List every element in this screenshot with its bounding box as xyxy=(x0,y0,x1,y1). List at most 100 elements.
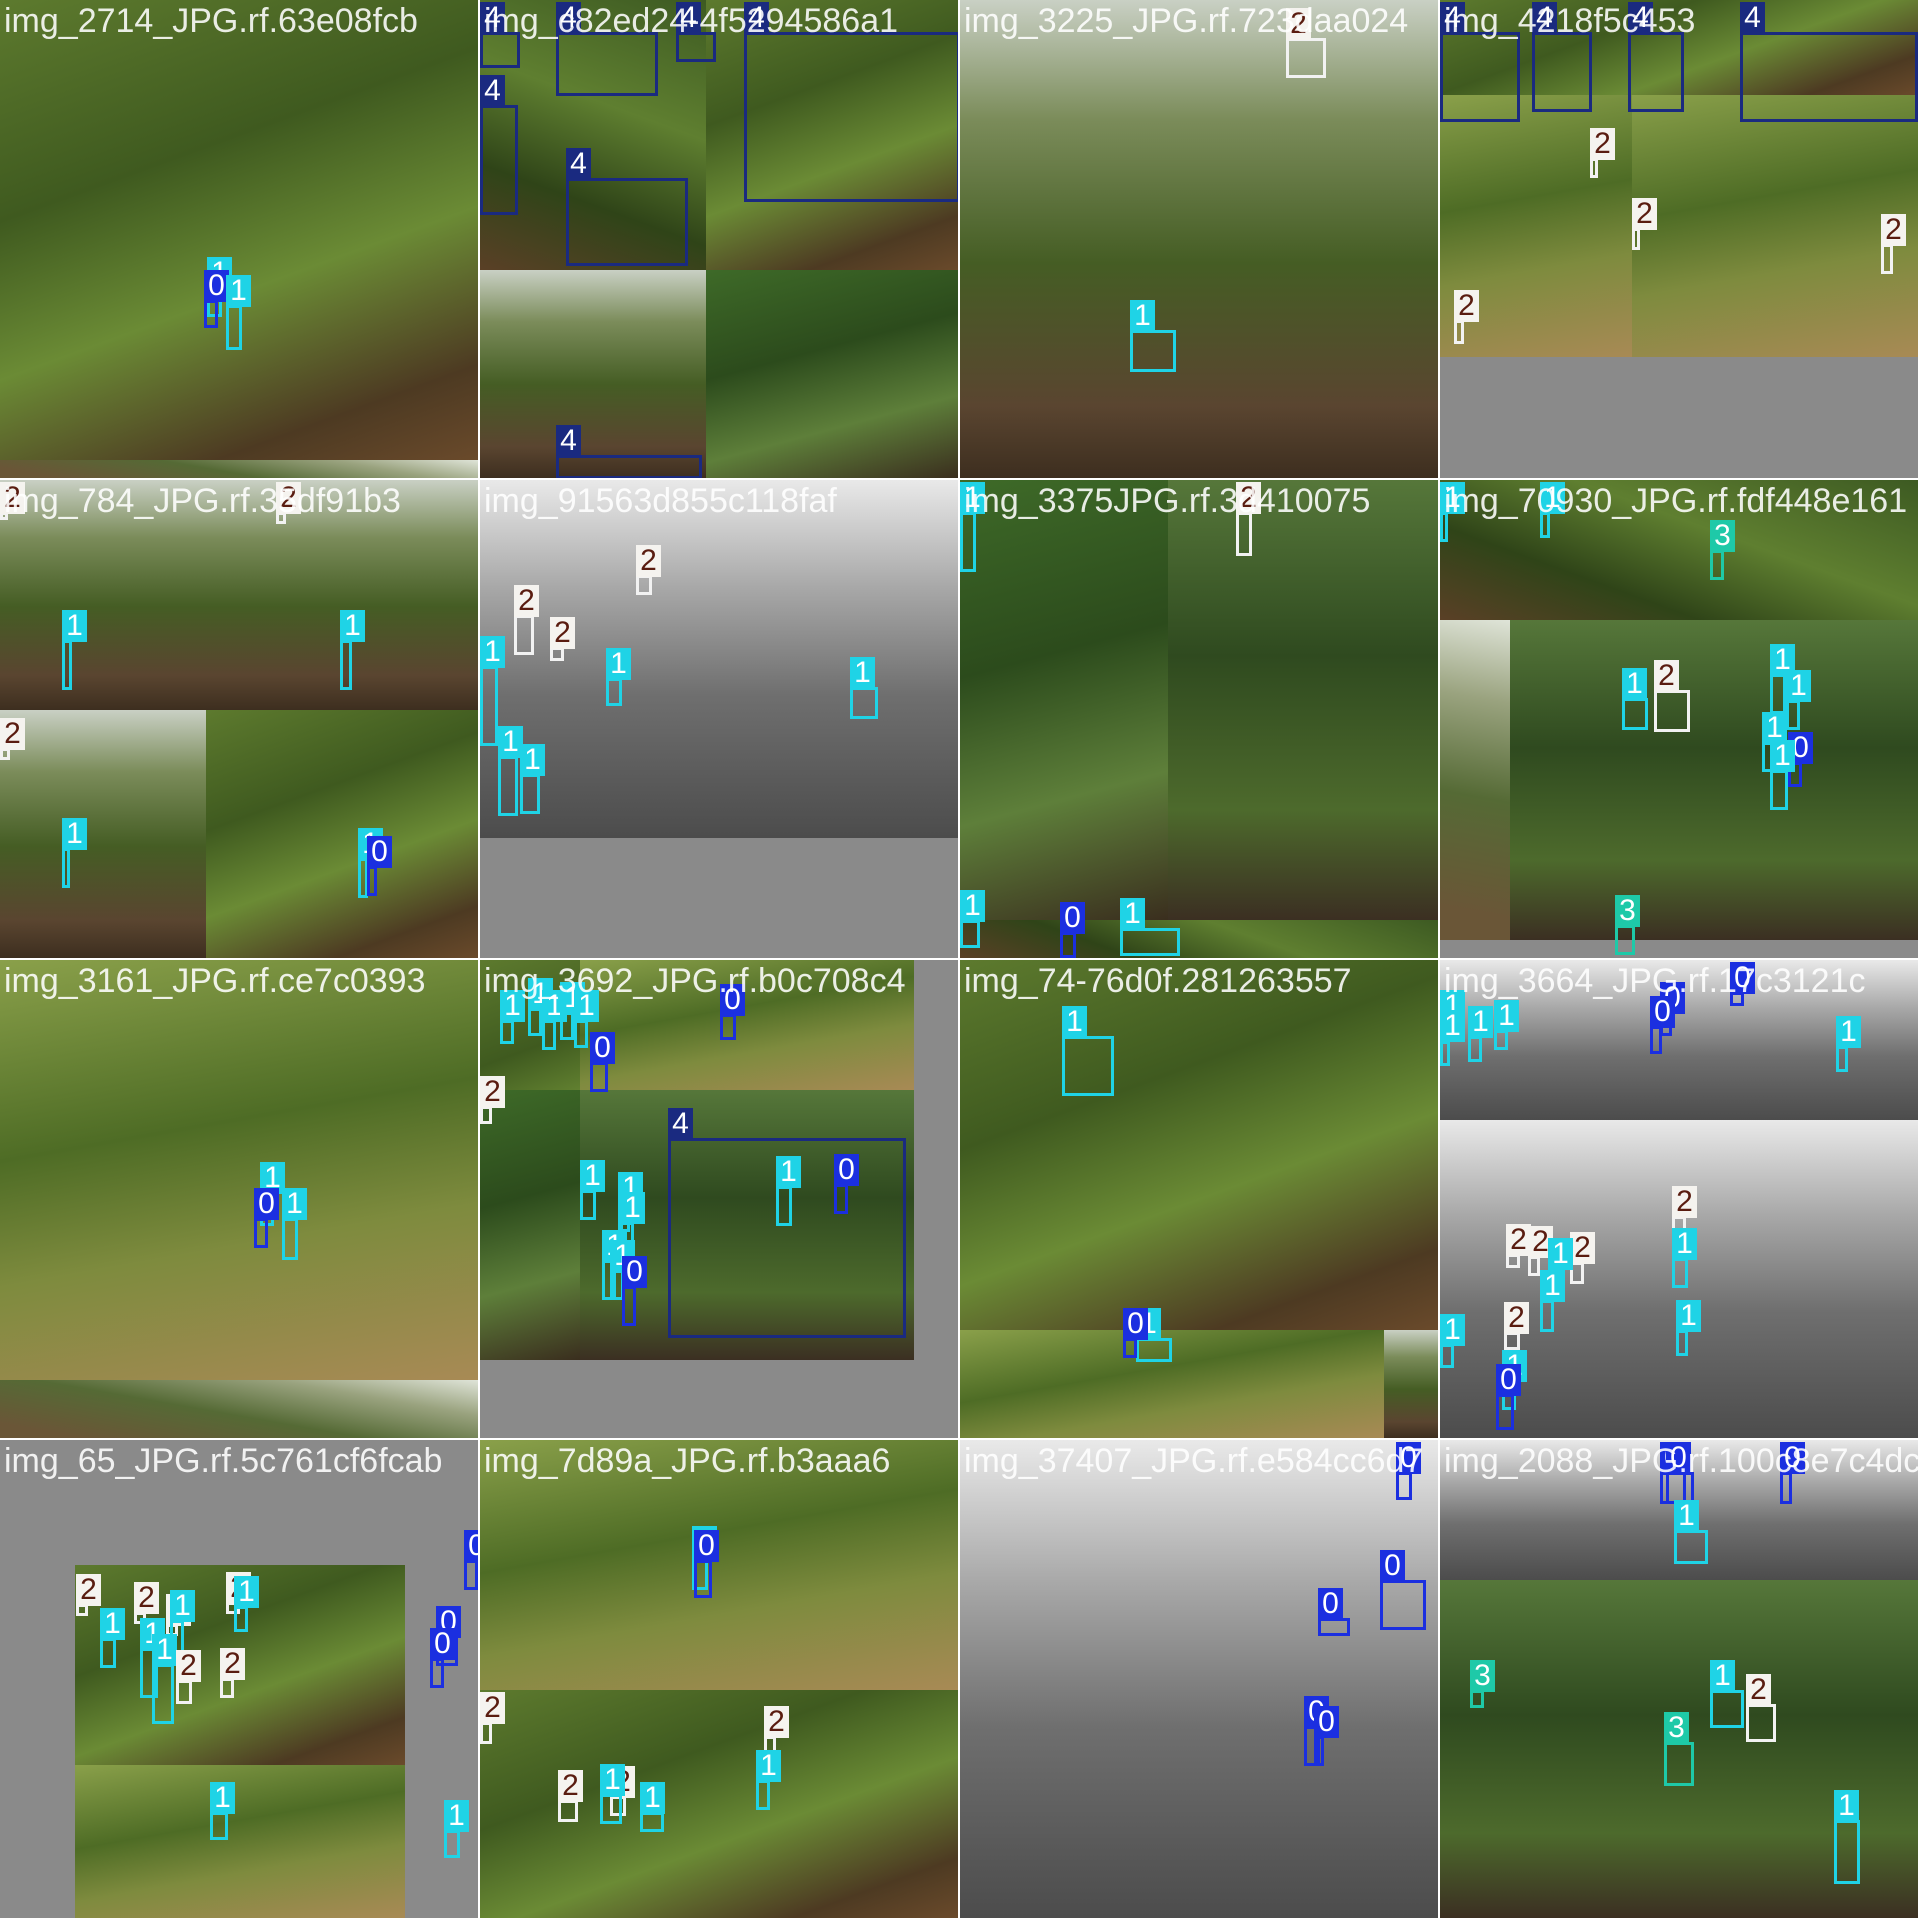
photo-region xyxy=(706,270,958,478)
detection-box: 1 xyxy=(1770,740,1795,810)
class-label: 3 xyxy=(1664,1712,1689,1744)
detection-box: 4 xyxy=(1532,2,1592,112)
detection-box: 0 xyxy=(622,1256,647,1326)
class-label: 1 xyxy=(1440,1314,1465,1346)
class-label: 2 xyxy=(1590,128,1615,160)
detection-box: 1 xyxy=(100,1608,125,1668)
detection-box: 2 xyxy=(1454,290,1479,344)
detection-box: 0 xyxy=(430,1628,455,1688)
class-label: 2 xyxy=(276,482,301,514)
detection-box: 4 xyxy=(556,2,658,96)
detection-box: 1 xyxy=(756,1750,781,1810)
detection-box: 2 xyxy=(1881,214,1906,274)
detection-box: 1 xyxy=(1710,1660,1744,1728)
class-label: 2 xyxy=(1746,1674,1771,1706)
class-label: 1 xyxy=(62,818,87,850)
class-label: 0 xyxy=(1396,1442,1421,1474)
detection-box: 2 xyxy=(276,482,301,524)
detection-box: 1 xyxy=(580,1160,605,1220)
class-label: 1 xyxy=(210,1782,235,1814)
class-label: 1 xyxy=(606,648,631,680)
detection-box: 1 xyxy=(1540,482,1565,538)
detection-box: 1 xyxy=(444,1800,469,1858)
mosaic-tile: 4 4 4 4 4 4 4 img_c82ed24-4f5294586a1 xyxy=(480,0,958,478)
detection-box: 1 xyxy=(1468,1006,1493,1062)
detection-box: 3 xyxy=(1470,1660,1495,1708)
class-label: 1 xyxy=(500,990,525,1022)
class-label: 0 xyxy=(1060,902,1085,934)
class-label: 1 xyxy=(960,482,985,514)
detection-box: 2 xyxy=(1504,1302,1529,1350)
class-label: 1 xyxy=(340,610,365,642)
class-label: 2 xyxy=(176,1650,201,1682)
detection-box: 0 xyxy=(1060,902,1085,958)
mosaic-tile: 00000img_37407_JPG.rf.e584cc6d7 xyxy=(960,1440,1438,1918)
class-label: 1 xyxy=(1674,1500,1699,1532)
detection-box: 2 xyxy=(1746,1674,1776,1742)
class-label: 1 xyxy=(234,1576,259,1608)
detection-box: 4 xyxy=(744,2,958,202)
photo-region xyxy=(75,1765,405,1918)
photo-region xyxy=(1440,620,1510,940)
mosaic-tile: 1 0 1 img_3161_JPG.rf.ce7c0393 xyxy=(0,960,478,1438)
class-label: 0 xyxy=(1666,1442,1691,1474)
detection-box: 4 xyxy=(556,425,702,478)
detection-box: 1 xyxy=(528,978,553,1036)
detection-box: 1 xyxy=(1120,898,1180,956)
mosaic-tile: 11111020140111110img_3692_JPG.rf.b0c708c… xyxy=(480,960,958,1438)
detection-box: 1 xyxy=(1540,1270,1565,1332)
class-label: 2 xyxy=(1570,1232,1595,1264)
detection-box: 1 xyxy=(282,1188,307,1260)
detection-box: 1 xyxy=(62,610,87,690)
photo-region xyxy=(1168,480,1438,920)
class-label: 0 xyxy=(430,1628,455,1660)
detection-box: 4 xyxy=(480,75,518,215)
detection-box: 1 xyxy=(542,990,567,1050)
photo-region xyxy=(480,1690,958,1918)
class-label: 2 xyxy=(134,1582,159,1614)
class-label: 1 xyxy=(282,1188,307,1220)
detection-box: 0 xyxy=(1123,1308,1148,1358)
mosaic-tile: 102222111img_7d89a_JPG.rf.b3aaa6 xyxy=(480,1440,958,1918)
detection-box: 3 xyxy=(1664,1712,1694,1786)
class-label: 2 xyxy=(0,718,25,750)
class-label: 1 xyxy=(498,726,523,758)
class-label: 0 xyxy=(367,836,392,868)
class-label: 1 xyxy=(520,744,545,776)
class-label: 0 xyxy=(694,1530,719,1562)
photo-region xyxy=(480,1440,958,1690)
class-label: 1 xyxy=(1540,1270,1565,1302)
photo-region xyxy=(0,1380,478,1438)
detection-box: 2 xyxy=(1590,128,1615,178)
detection-box: 0 xyxy=(1650,996,1675,1054)
detection-box: 1 xyxy=(560,982,585,1040)
class-label: 0 xyxy=(1314,1706,1339,1738)
class-label: 0 xyxy=(834,1154,859,1186)
detection-box: 1 xyxy=(1674,1500,1708,1564)
class-label: 2 xyxy=(1632,198,1657,230)
detection-box: 1 xyxy=(640,1782,665,1832)
detection-box: 2 xyxy=(558,1770,583,1822)
class-label: 4 xyxy=(566,148,591,180)
detection-box: 2 xyxy=(1570,1232,1595,1284)
class-label: 0 xyxy=(254,1188,279,1220)
detection-box: 1 xyxy=(1836,1016,1861,1072)
mosaic-tile: 1 1 3 1 2 1 1 1 0 1 3 img_70930_JPG.rf.fdf448e161 xyxy=(1440,480,1918,958)
detection-box: 1 xyxy=(1834,1790,1860,1884)
detection-box: 2 xyxy=(1286,8,1326,78)
detection-box: 2 xyxy=(0,482,25,520)
class-label: 2 xyxy=(1654,660,1679,692)
class-label: 1 xyxy=(756,1750,781,1782)
detection-box: 1 xyxy=(520,744,545,814)
detection-box: 2 xyxy=(1654,660,1690,732)
class-label: 1 xyxy=(1770,740,1795,772)
class-label: 1 xyxy=(1468,1006,1493,1038)
class-label: 2 xyxy=(1286,8,1311,40)
class-label: 2 xyxy=(550,617,575,649)
detection-box: 0 xyxy=(694,1530,719,1598)
class-label: 4 xyxy=(1740,2,1765,34)
class-label: 2 xyxy=(636,545,661,577)
class-label: 1 xyxy=(850,657,875,689)
photo-region xyxy=(206,710,478,958)
detection-box: 1 xyxy=(1786,670,1811,730)
